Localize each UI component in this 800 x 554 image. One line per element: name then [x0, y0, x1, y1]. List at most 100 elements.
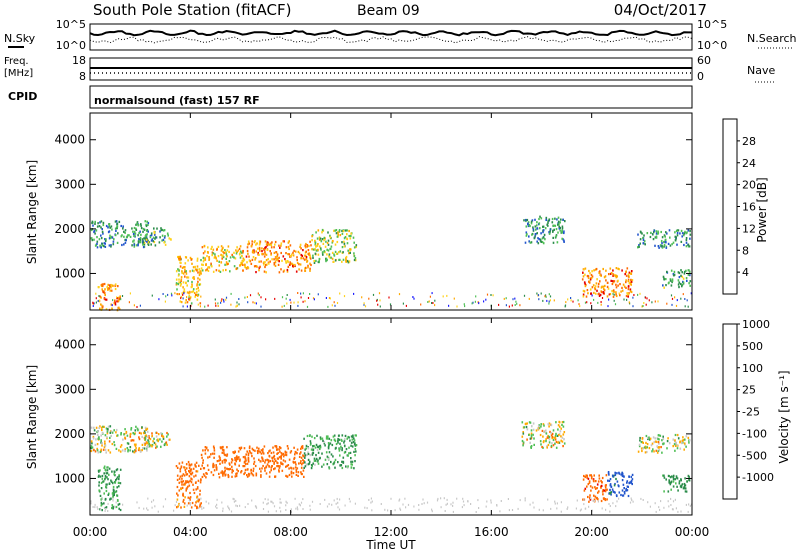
data-cell	[626, 267, 629, 270]
data-cell	[584, 282, 586, 285]
data-cell	[105, 298, 108, 301]
data-cell	[144, 436, 147, 439]
data-cell	[446, 502, 448, 505]
data-region	[311, 228, 358, 264]
data-cell	[354, 454, 356, 457]
data-cell	[612, 490, 614, 493]
data-cell	[332, 455, 334, 458]
data-cell	[317, 293, 319, 296]
data-cell	[221, 248, 224, 251]
data-cell	[299, 452, 301, 455]
data-cell	[690, 292, 692, 295]
data-cell	[328, 253, 331, 256]
data-cell	[117, 285, 119, 288]
data-cell	[274, 240, 277, 244]
data-cell	[309, 240, 311, 243]
data-cell	[207, 449, 209, 452]
data-cell	[670, 497, 672, 500]
data-cell	[297, 304, 299, 307]
data-cell	[607, 479, 609, 482]
data-cell	[145, 434, 147, 437]
data-cell	[586, 275, 589, 278]
data-cell	[101, 428, 103, 432]
data-cell	[368, 297, 370, 300]
data-cell	[222, 471, 224, 474]
data-cell	[152, 236, 155, 239]
data-cell	[316, 434, 318, 437]
data-cell	[664, 235, 666, 238]
data-cell	[528, 235, 530, 238]
data-cell	[205, 476, 207, 479]
data-cell	[266, 241, 269, 244]
data-cell	[254, 258, 256, 261]
data-cell	[529, 441, 531, 444]
data-cell	[194, 481, 197, 484]
data-cell	[298, 252, 301, 255]
data-cell	[103, 292, 106, 295]
data-cell	[627, 288, 630, 291]
data-cell	[111, 284, 113, 287]
data-cell	[599, 270, 601, 273]
data-cell	[285, 465, 287, 468]
data-cell	[222, 510, 224, 513]
data-cell	[689, 233, 692, 236]
data-cell	[339, 250, 342, 253]
data-cell	[352, 440, 355, 444]
data-cell	[177, 283, 180, 286]
data-cell	[109, 234, 111, 237]
data-cell	[100, 498, 102, 501]
y-tick-label: 2000	[54, 222, 85, 236]
data-cell	[436, 499, 439, 502]
data-cell	[116, 300, 118, 303]
data-cell	[191, 262, 193, 265]
data-cell	[639, 238, 642, 241]
data-cell	[308, 253, 311, 256]
data-cell	[118, 449, 120, 452]
data-cell	[282, 455, 285, 458]
data-cell	[290, 301, 292, 304]
data-cell	[681, 235, 683, 238]
data-cell	[224, 469, 226, 472]
data-cell	[542, 435, 544, 438]
data-cell	[104, 434, 107, 437]
data-cell	[192, 483, 194, 486]
data-cell	[550, 507, 552, 510]
data-cell	[212, 465, 215, 468]
data-cell	[578, 303, 580, 306]
data-cell	[343, 242, 346, 245]
data-cell	[101, 509, 103, 512]
data-cell	[111, 506, 113, 510]
data-cell	[572, 300, 574, 303]
data-cell	[269, 471, 271, 474]
data-cell	[584, 487, 587, 490]
data-cell	[448, 304, 450, 307]
data-cell	[289, 263, 292, 266]
data-cell	[405, 506, 407, 509]
data-cell	[239, 256, 242, 259]
data-cell	[338, 438, 341, 441]
data-cell	[226, 453, 229, 456]
data-cell	[248, 445, 251, 448]
data-cell	[234, 475, 237, 478]
data-cell	[326, 241, 329, 245]
data-cell	[335, 229, 338, 232]
data-cell	[151, 445, 153, 448]
data-cell	[120, 235, 123, 238]
data-cell	[446, 498, 448, 501]
data-cell	[628, 293, 630, 296]
data-cell	[244, 471, 246, 474]
data-cell	[149, 236, 152, 239]
data-cell	[151, 443, 154, 447]
data-cell	[388, 296, 390, 299]
data-cell	[302, 498, 304, 501]
data-cell	[290, 508, 292, 511]
data-cell	[596, 487, 598, 490]
data-cell	[443, 497, 445, 500]
data-cell	[182, 266, 185, 269]
data-cell	[619, 294, 621, 297]
data-cell	[344, 438, 346, 441]
data-cell	[269, 449, 271, 452]
data-cell	[655, 235, 658, 238]
data-cell	[512, 298, 514, 301]
data-cell	[288, 253, 291, 256]
